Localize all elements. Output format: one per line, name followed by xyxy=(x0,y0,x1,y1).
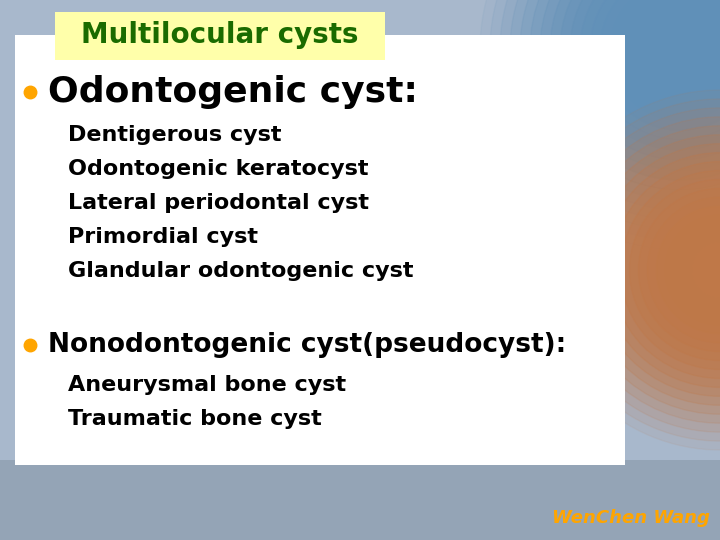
Text: Primordial cyst: Primordial cyst xyxy=(68,227,258,247)
Circle shape xyxy=(610,0,720,120)
Circle shape xyxy=(480,0,720,250)
Text: Aneurysmal bone cyst: Aneurysmal bone cyst xyxy=(68,375,346,395)
Circle shape xyxy=(585,135,720,405)
FancyBboxPatch shape xyxy=(15,35,625,465)
FancyBboxPatch shape xyxy=(0,460,720,540)
Text: Traumatic bone cyst: Traumatic bone cyst xyxy=(68,409,322,429)
Circle shape xyxy=(520,0,720,210)
Circle shape xyxy=(603,153,720,387)
Circle shape xyxy=(570,0,720,160)
Circle shape xyxy=(665,215,720,325)
Text: Multilocular cysts: Multilocular cysts xyxy=(81,21,359,49)
Circle shape xyxy=(500,0,720,230)
Circle shape xyxy=(600,0,720,130)
Circle shape xyxy=(594,144,720,396)
Circle shape xyxy=(621,171,720,369)
Circle shape xyxy=(674,224,720,316)
Text: Nonodontogenic cyst(pseudocyst):: Nonodontogenic cyst(pseudocyst): xyxy=(48,332,566,358)
Circle shape xyxy=(580,0,720,150)
Circle shape xyxy=(620,0,720,110)
Circle shape xyxy=(629,179,720,361)
Circle shape xyxy=(560,0,720,170)
FancyBboxPatch shape xyxy=(55,12,385,60)
Circle shape xyxy=(683,233,720,307)
Circle shape xyxy=(540,0,720,190)
Circle shape xyxy=(490,0,720,240)
Circle shape xyxy=(639,188,720,352)
Circle shape xyxy=(549,99,720,441)
Circle shape xyxy=(630,0,720,100)
Circle shape xyxy=(670,40,690,60)
Circle shape xyxy=(576,126,720,414)
Text: Odontogenic keratocyst: Odontogenic keratocyst xyxy=(68,159,369,179)
Circle shape xyxy=(510,0,720,220)
Circle shape xyxy=(558,108,720,432)
Circle shape xyxy=(550,0,720,180)
Text: WenChen Wang: WenChen Wang xyxy=(552,509,710,527)
Circle shape xyxy=(657,206,720,334)
Text: Glandular odontogenic cyst: Glandular odontogenic cyst xyxy=(68,261,413,281)
Text: Lateral periodontal cyst: Lateral periodontal cyst xyxy=(68,193,369,213)
Circle shape xyxy=(647,197,720,343)
Circle shape xyxy=(567,117,720,423)
Circle shape xyxy=(692,242,720,298)
Circle shape xyxy=(650,20,710,80)
Circle shape xyxy=(660,30,700,70)
Text: Odontogenic cyst:: Odontogenic cyst: xyxy=(48,75,418,109)
Circle shape xyxy=(611,161,720,379)
Circle shape xyxy=(590,0,720,140)
Circle shape xyxy=(710,260,720,280)
Circle shape xyxy=(540,90,720,450)
Circle shape xyxy=(701,251,720,289)
Text: Dentigerous cyst: Dentigerous cyst xyxy=(68,125,282,145)
Circle shape xyxy=(530,0,720,200)
Circle shape xyxy=(640,10,720,90)
